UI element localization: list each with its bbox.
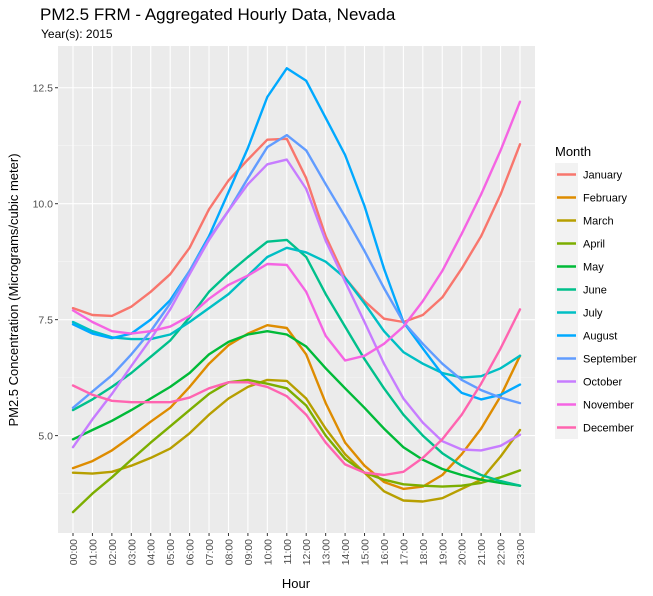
- legend-label: June: [583, 285, 607, 297]
- legend-item: June: [555, 278, 607, 301]
- y-axis: 5.0 7.5 10.0 12.5: [33, 83, 58, 443]
- legend-label: May: [583, 262, 604, 274]
- legend-label: October: [583, 377, 622, 389]
- x-tick-label: 12:00: [301, 539, 313, 565]
- series-line-august: [71, 67, 522, 401]
- x-tick-label: 05:00: [165, 539, 177, 565]
- y-axis-title: PM2.5 Concentration (Micrograms/cubic me…: [6, 153, 21, 426]
- legend-item: July: [555, 301, 603, 324]
- legend-item: December: [555, 416, 634, 439]
- x-tick-label: 20:00: [457, 539, 469, 565]
- series-line-october: [71, 158, 522, 452]
- series-line-june: [71, 238, 522, 487]
- y-tick-label: 12.5: [33, 83, 54, 95]
- legend-label: February: [583, 193, 628, 205]
- x-tick-label: 13:00: [321, 539, 333, 565]
- series-line-may: [71, 330, 522, 487]
- x-tick-label: 21:00: [476, 539, 488, 565]
- legend-label: July: [583, 308, 603, 320]
- legend-item: May: [555, 255, 604, 278]
- minor-gridlines: [58, 145, 535, 494]
- x-tick-label: 08:00: [223, 539, 235, 565]
- x-axis-title: Hour: [282, 576, 311, 591]
- series-line-july: [71, 246, 522, 379]
- legend-item: October: [555, 370, 622, 393]
- y-tick-label: 10.0: [33, 199, 54, 211]
- x-tick-label: 09:00: [243, 539, 255, 565]
- legend-label: January: [583, 170, 623, 182]
- x-tick-label: 14:00: [340, 539, 352, 565]
- legend-label: April: [583, 239, 605, 251]
- x-tick-label: 23:00: [515, 539, 527, 565]
- chart-title: PM2.5 FRM - Aggregated Hourly Data, Neva…: [40, 5, 396, 24]
- plot-panel: [58, 46, 535, 533]
- legend-label: November: [583, 400, 634, 412]
- x-tick-label: 02:00: [107, 539, 119, 565]
- x-tick-label: 15:00: [360, 539, 372, 565]
- x-tick-label: 22:00: [496, 539, 508, 565]
- legend-item: August: [555, 324, 617, 347]
- x-tick-label: 01:00: [87, 539, 99, 565]
- legend-label: September: [583, 354, 637, 366]
- legend-item: April: [555, 232, 605, 255]
- legend-label: March: [583, 216, 614, 228]
- x-tick-label: 19:00: [437, 539, 449, 565]
- x-tick-label: 11:00: [282, 539, 294, 565]
- y-tick-label: 7.5: [38, 315, 53, 327]
- series-lines: [71, 67, 522, 514]
- x-tick-label: 16:00: [379, 539, 391, 565]
- legend-item: March: [555, 209, 614, 232]
- x-tick-label: 18:00: [418, 539, 430, 565]
- x-tick-label: 06:00: [185, 539, 197, 565]
- legend-item: January: [555, 163, 623, 186]
- chart-subtitle: Year(s): 2015: [41, 27, 113, 41]
- legend-item: November: [555, 393, 634, 416]
- series-line-september: [71, 133, 522, 409]
- legend-label: August: [583, 331, 617, 343]
- y-tick-label: 5.0: [38, 431, 53, 443]
- legend-title: Month: [555, 144, 591, 159]
- x-tick-label: 03:00: [126, 539, 138, 565]
- legend-label: December: [583, 423, 634, 435]
- x-tick-label: 00:00: [68, 539, 80, 565]
- series-line-april: [71, 378, 522, 514]
- x-tick-label: 10:00: [262, 539, 274, 565]
- x-tick-label: 04:00: [146, 539, 158, 565]
- legend-item: September: [555, 347, 637, 370]
- x-tick-label: 07:00: [204, 539, 216, 565]
- series-line-december: [71, 308, 522, 477]
- legend: Month January February March April May June Ju…: [555, 144, 637, 439]
- series-line-march: [71, 378, 522, 503]
- series-line-november: [71, 100, 522, 362]
- major-gridlines: [58, 46, 535, 533]
- legend-item: February: [555, 186, 628, 209]
- x-axis: 00:00 01:00 02:00 03:00 04:00 05:00 06:00 07:00…: [68, 533, 527, 565]
- series-line-january: [71, 137, 522, 324]
- x-tick-label: 17:00: [398, 539, 410, 565]
